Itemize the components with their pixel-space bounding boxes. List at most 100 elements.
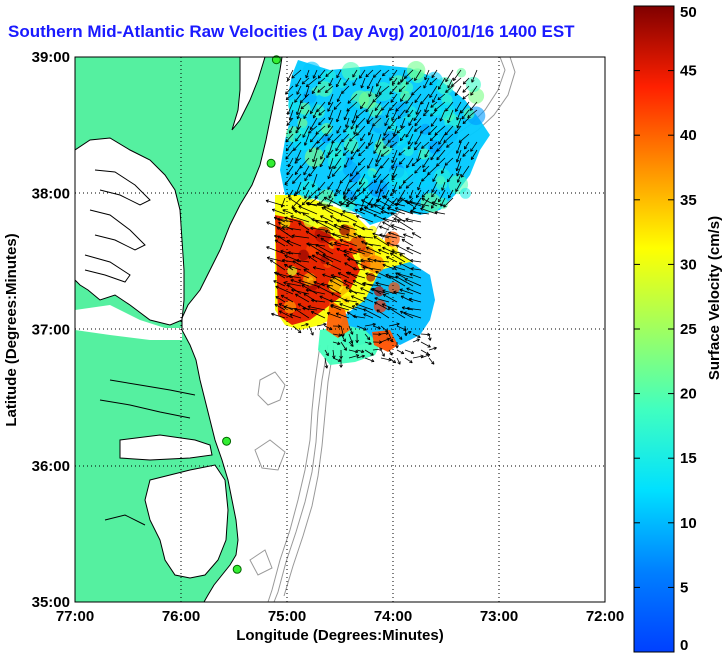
velocity-arrowhead [382, 247, 385, 251]
velocity-arrowhead [407, 115, 411, 118]
colorbar [633, 5, 675, 653]
velocity-arrowhead [325, 353, 329, 357]
velocity-arrowhead [428, 133, 432, 136]
velocity-arrowhead [422, 168, 425, 172]
velocity-arrow [357, 181, 366, 192]
velocity-arrowhead [364, 241, 368, 244]
velocity-arrow [294, 210, 310, 215]
bay-lower-inlet [75, 305, 182, 340]
velocity-arrowhead [451, 83, 453, 87]
velocity-arrowhead [265, 199, 270, 201]
velocity-arrow [277, 218, 294, 223]
velocity-arrow [406, 307, 422, 311]
velocity-arrow [316, 101, 326, 112]
velocity-arrowhead [400, 336, 403, 340]
velocity-arrow [345, 117, 350, 128]
velocity-arrowhead [453, 78, 457, 81]
velocity-arrowhead [393, 265, 397, 268]
velocity-arrowhead [409, 211, 413, 214]
velocity-arrow [373, 214, 390, 223]
velocity-arrowhead [287, 251, 291, 253]
velocity-arrowhead [400, 80, 404, 83]
velocity-arrow [462, 85, 470, 93]
velocity-arrow [405, 77, 414, 85]
velocity-arrowhead [355, 116, 360, 119]
velocity-arrowhead [445, 89, 447, 93]
velocity-arrowhead [394, 203, 398, 207]
velocity-speckle [354, 187, 372, 205]
velocity-arrowhead [381, 72, 384, 76]
velocity-arrowhead [462, 120, 465, 124]
velocity-arrow [313, 69, 318, 79]
velocity-arrowhead [462, 89, 465, 93]
velocity-arrow [356, 349, 365, 353]
velocity-arrowhead [372, 100, 376, 103]
velocity-arrow [380, 357, 392, 361]
velocity-arrow [329, 157, 334, 170]
velocity-arrowhead [310, 226, 314, 229]
velocity-arrow [396, 349, 405, 355]
velocity-arrow [275, 296, 286, 303]
velocity-arrowhead [299, 99, 302, 103]
velocity-arrow [387, 207, 406, 215]
velocity-arrow [350, 141, 358, 154]
velocity-arrow [424, 149, 430, 158]
velocity-arrow [295, 133, 302, 142]
velocity-arrow [410, 268, 422, 271]
velocity-arrowhead [398, 185, 401, 189]
velocity-arrowhead [285, 138, 287, 143]
velocity-arrowhead [326, 262, 329, 266]
velocity-arrowhead [382, 289, 386, 291]
velocity-arrowhead [344, 262, 347, 266]
velocity-arrowhead [370, 287, 374, 290]
velocity-arrow [357, 248, 374, 255]
velocity-arrowhead [365, 73, 368, 78]
velocity-arrow [382, 221, 398, 231]
velocity-arrow [295, 77, 302, 88]
velocity-arrowhead [462, 96, 465, 100]
velocity-arrowhead [273, 280, 276, 284]
velocity-arrowhead [300, 105, 303, 110]
velocity-arrow [381, 101, 390, 111]
velocity-arrowhead [362, 283, 366, 286]
velocity-arrowhead [456, 159, 460, 163]
velocity-arrowhead [316, 148, 320, 150]
velocity-arrow [414, 93, 422, 103]
velocity-arrow [364, 206, 382, 215]
velocity-arrowhead [390, 212, 393, 216]
velocity-arrowhead [330, 303, 334, 306]
velocity-arrowhead [376, 309, 379, 313]
velocity-arrow [392, 181, 398, 193]
velocity-arrow [343, 189, 350, 198]
velocity-arrowhead [403, 312, 407, 315]
velocity-arrowhead [341, 333, 344, 337]
velocity-arrow [428, 125, 438, 136]
velocity-arrowhead [298, 279, 301, 283]
velocity-arrow [350, 189, 358, 201]
velocity-arrowhead [294, 209, 298, 212]
velocity-arrowhead [340, 364, 343, 368]
velocity-arrow [304, 133, 310, 146]
velocity-arrowhead [400, 99, 404, 102]
velocity-arrowhead [361, 199, 364, 203]
velocity-arrowhead [380, 166, 384, 169]
velocity-arrowhead [373, 151, 377, 154]
velocity-arrowhead [323, 322, 327, 325]
velocity-arrowhead [365, 75, 369, 78]
velocity-arrowhead [360, 287, 363, 291]
velocity-arrowhead [385, 331, 389, 334]
velocity-arrow [391, 149, 398, 163]
velocity-arrowhead [349, 179, 351, 183]
velocity-arrow [400, 310, 414, 319]
velocity-arrow [305, 69, 310, 79]
velocity-arrow [318, 109, 326, 116]
velocity-arrowhead [470, 93, 474, 96]
velocity-arrowhead [386, 328, 389, 332]
velocity-arrowhead [343, 249, 347, 251]
velocity-arrow [295, 149, 302, 161]
velocity-arrow [311, 85, 318, 94]
velocity-arrowhead [318, 76, 322, 79]
velocity-arrowhead [320, 215, 323, 219]
velocity-arrow [391, 165, 398, 178]
velocity-arrowhead [307, 305, 311, 307]
